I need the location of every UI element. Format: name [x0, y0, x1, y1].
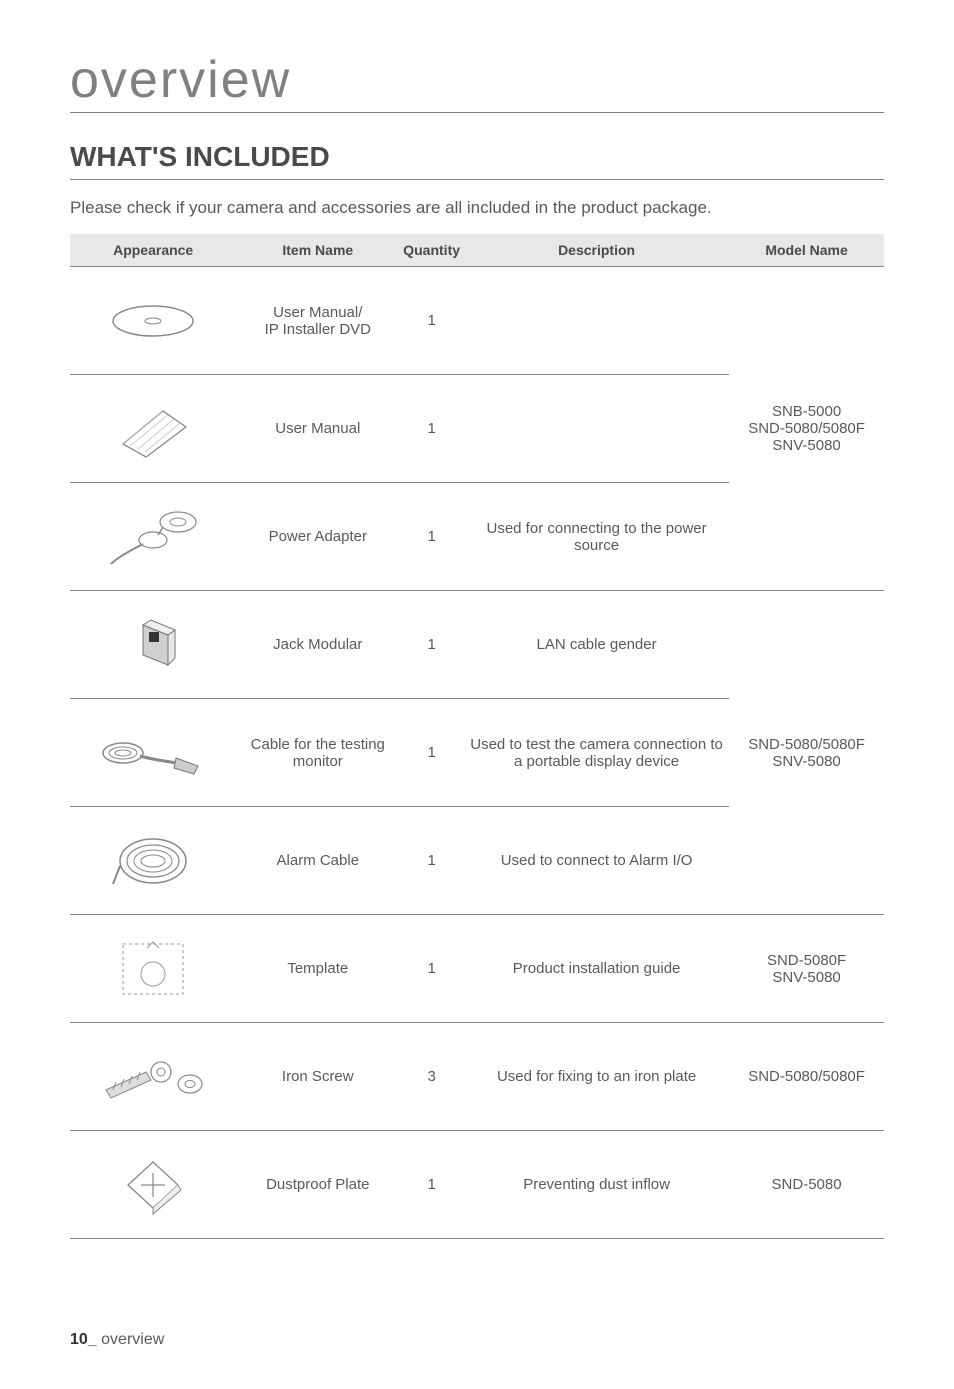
qty-cell: 3	[399, 1023, 464, 1131]
appearance-cell	[70, 591, 236, 699]
item-name-cell: Dustproof Plate	[236, 1131, 399, 1239]
alarm-cable-icon	[108, 826, 198, 896]
item-name-cell: Iron Screw	[236, 1023, 399, 1131]
contents-table: Appearance Item Name Quantity Descriptio…	[70, 234, 884, 1239]
model-cell: SND-5080FSNV-5080	[729, 915, 884, 1023]
test-cable-icon	[98, 728, 208, 778]
table-row: Iron Screw 3 Used for fixing to an iron …	[70, 1023, 884, 1131]
qty-cell: 1	[399, 483, 464, 591]
item-name-cell: User Manual	[236, 375, 399, 483]
qty-cell: 1	[399, 591, 464, 699]
appearance-cell	[70, 915, 236, 1023]
item-name-cell: User Manual/IP Installer DVD	[236, 267, 399, 375]
item-name-cell: Jack Modular	[236, 591, 399, 699]
desc-cell	[464, 267, 729, 375]
desc-cell	[464, 375, 729, 483]
model-cell: SND-5080/5080FSNV-5080	[729, 591, 884, 915]
qty-cell: 1	[399, 915, 464, 1023]
th-appearance: Appearance	[70, 234, 236, 267]
model-cell: SNB-5000SND-5080/5080FSNV-5080	[729, 267, 884, 591]
appearance-cell	[70, 267, 236, 375]
iron-screw-icon	[98, 1052, 208, 1102]
template-icon	[113, 934, 193, 1004]
appearance-cell	[70, 1023, 236, 1131]
model-cell: SND-5080/5080F	[729, 1023, 884, 1131]
qty-cell: 1	[399, 375, 464, 483]
dustproof-plate-icon	[113, 1150, 193, 1220]
desc-cell: Used for connecting to the power source	[464, 483, 729, 591]
appearance-cell	[70, 1131, 236, 1239]
chapter-title: overview	[70, 50, 884, 113]
qty-cell: 1	[399, 1131, 464, 1239]
desc-cell: Preventing dust inflow	[464, 1131, 729, 1239]
desc-cell: Used to connect to Alarm I/O	[464, 807, 729, 915]
table-row: Dustproof Plate 1 Preventing dust inflow…	[70, 1131, 884, 1239]
qty-cell: 1	[399, 699, 464, 807]
model-cell: SND-5080	[729, 1131, 884, 1239]
desc-cell: Used to test the camera connection to a …	[464, 699, 729, 807]
appearance-cell	[70, 375, 236, 483]
table-row: User Manual/IP Installer DVD 1 SNB-5000S…	[70, 267, 884, 375]
desc-cell: Used for fixing to an iron plate	[464, 1023, 729, 1131]
appearance-cell	[70, 483, 236, 591]
appearance-cell	[70, 699, 236, 807]
th-model-name: Model Name	[729, 234, 884, 267]
th-quantity: Quantity	[399, 234, 464, 267]
table-row: Jack Modular 1 LAN cable gender SND-5080…	[70, 591, 884, 699]
jack-modular-icon	[123, 610, 183, 680]
qty-cell: 1	[399, 807, 464, 915]
intro-text: Please check if your camera and accessor…	[70, 198, 884, 218]
th-description: Description	[464, 234, 729, 267]
table-row: Template 1 Product installation guide SN…	[70, 915, 884, 1023]
dvd-icon	[108, 301, 198, 341]
manual-icon	[108, 399, 198, 459]
footer-section: overview	[101, 1331, 164, 1348]
qty-cell: 1	[399, 267, 464, 375]
section-title: WHAT'S INCLUDED	[70, 141, 884, 180]
item-name-cell: Alarm Cable	[236, 807, 399, 915]
page-footer: 10_ overview	[70, 1331, 164, 1349]
page-number: 10_	[70, 1331, 97, 1348]
item-name-cell: Power Adapter	[236, 483, 399, 591]
th-item-name: Item Name	[236, 234, 399, 267]
power-adapter-icon	[103, 502, 203, 572]
item-name-cell: Cable for the testing monitor	[236, 699, 399, 807]
desc-cell: Product installation guide	[464, 915, 729, 1023]
item-name-cell: Template	[236, 915, 399, 1023]
desc-cell: LAN cable gender	[464, 591, 729, 699]
appearance-cell	[70, 807, 236, 915]
